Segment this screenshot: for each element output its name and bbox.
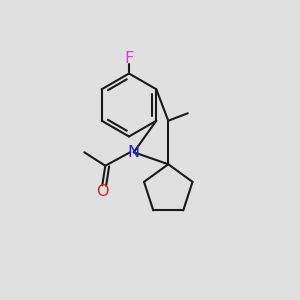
Text: O: O	[96, 184, 109, 199]
Text: F: F	[124, 51, 134, 66]
Text: N: N	[128, 145, 140, 160]
